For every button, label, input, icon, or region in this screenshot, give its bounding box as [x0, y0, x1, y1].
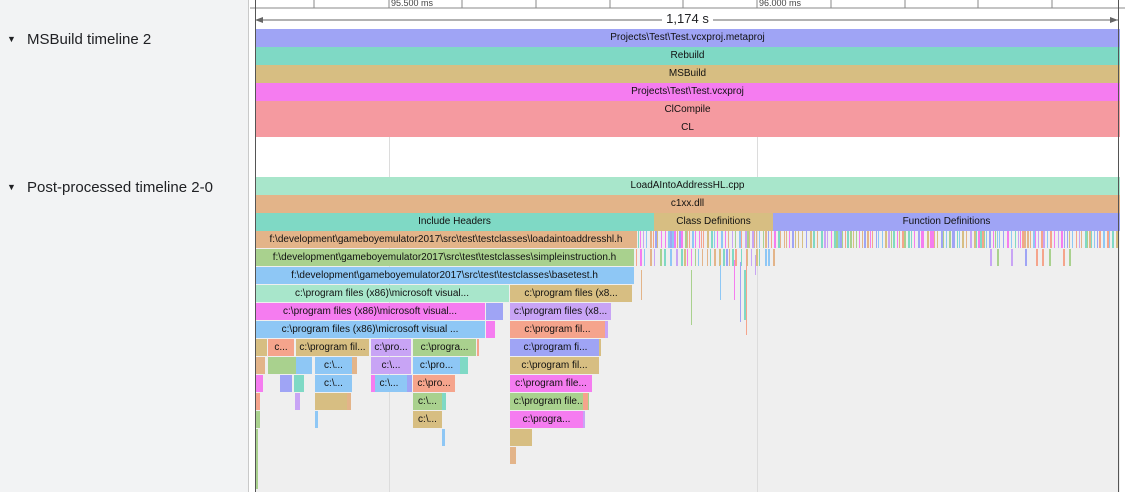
event-bar[interactable]: c:\program fil... — [510, 357, 599, 374]
tick-label: 95.500 ms — [391, 0, 434, 8]
event-bar[interactable]: LoadAIntoAddressHL.cpp — [255, 177, 1120, 195]
event-bar[interactable]: CL — [255, 119, 1120, 137]
event-bar[interactable]: ClCompile — [255, 101, 1120, 119]
event-bar[interactable]: c:\... — [315, 357, 352, 374]
event-bar[interactable]: c:\program files (x86)\microsoft visual.… — [255, 285, 509, 302]
event-bar[interactable]: c:\... — [371, 375, 407, 392]
event-bar[interactable]: f:\development\gameboyemulator2017\src\t… — [255, 267, 634, 284]
track-label: MSBuild timeline 2 — [27, 30, 152, 48]
gridline — [757, 0, 758, 492]
event-bar[interactable]: c:\program file... — [510, 375, 592, 392]
selection-duration: 1,174 s — [250, 11, 1125, 26]
event-bar[interactable]: c:\program file... — [510, 393, 589, 410]
track-header-msbuild[interactable]: ▼ MSBuild timeline 2 — [0, 29, 249, 49]
event-bar[interactable]: c:\program fil... — [296, 339, 369, 356]
track-header-post-processed[interactable]: ▼ Post-processed timeline 2-0 — [0, 177, 249, 197]
track-spacer — [255, 137, 1120, 177]
gridline — [389, 137, 390, 177]
event-bar[interactable]: c:\program files (x8... — [510, 303, 611, 320]
event-bar[interactable]: c:\... — [315, 375, 352, 392]
event-bar[interactable]: c:\progra... — [510, 411, 583, 428]
event-bar[interactable]: MSBuild — [255, 65, 1120, 83]
event-bar[interactable]: c:\progra... — [413, 339, 476, 356]
event-bar[interactable]: c... — [268, 339, 294, 356]
event-bar[interactable]: c:\program fi... — [510, 339, 601, 356]
event-bar[interactable]: c1xx.dll — [255, 195, 1120, 213]
event-bar[interactable]: c:\program fil... — [510, 321, 605, 338]
event-bar[interactable]: c:\... — [413, 411, 442, 428]
collapse-triangle-icon[interactable]: ▼ — [7, 182, 16, 192]
event-bar[interactable]: Rebuild — [255, 47, 1120, 65]
event-bar[interactable]: f:\development\gameboyemulator2017\src\t… — [255, 231, 637, 248]
track-label: Post-processed timeline 2-0 — [27, 178, 213, 196]
event-bar[interactable]: Projects\Test\Test.vcxproj — [255, 83, 1120, 101]
collapse-triangle-icon[interactable]: ▼ — [7, 34, 16, 44]
event-bar[interactable]: c:\pro... — [413, 375, 455, 392]
event-bar[interactable]: c:\program files (x86)\microsoft visual.… — [255, 303, 485, 320]
event-bar[interactable]: c:\... — [413, 393, 442, 410]
event-bar[interactable]: Include Headers — [255, 213, 654, 231]
selection-left-edge[interactable] — [255, 0, 256, 492]
event-bar[interactable]: c:\program files (x86)\microsoft visual … — [255, 321, 485, 338]
event-bar[interactable]: c:\pro... — [371, 339, 411, 356]
event-bar[interactable]: c:\program files (x8... — [510, 285, 632, 302]
timeline-canvas[interactable]: 95.500 ms 96.000 ms 1,174 s Projects\Tes… — [250, 0, 1125, 492]
event-bar[interactable]: Function Definitions — [773, 213, 1120, 231]
track-sidebar: ▼ MSBuild timeline 2 ▼ Post-processed ti… — [0, 0, 249, 492]
event-bar[interactable]: Class Definitions — [654, 213, 773, 231]
flame-detail-marks — [250, 0, 1125, 492]
gridline — [757, 137, 758, 177]
event-bar[interactable]: f:\development\gameboyemulator2017\src\t… — [255, 249, 634, 266]
event-bar[interactable]: Projects\Test\Test.vcxproj.metaproj — [255, 29, 1120, 47]
event-bar[interactable]: c:\... — [371, 357, 411, 374]
event-bar[interactable]: c:\pro... — [413, 357, 460, 374]
selection-right-edge[interactable] — [1118, 0, 1119, 492]
tick-label: 96.000 ms — [759, 0, 802, 8]
time-ruler[interactable]: 95.500 ms 96.000 ms 1,174 s — [250, 0, 1125, 30]
